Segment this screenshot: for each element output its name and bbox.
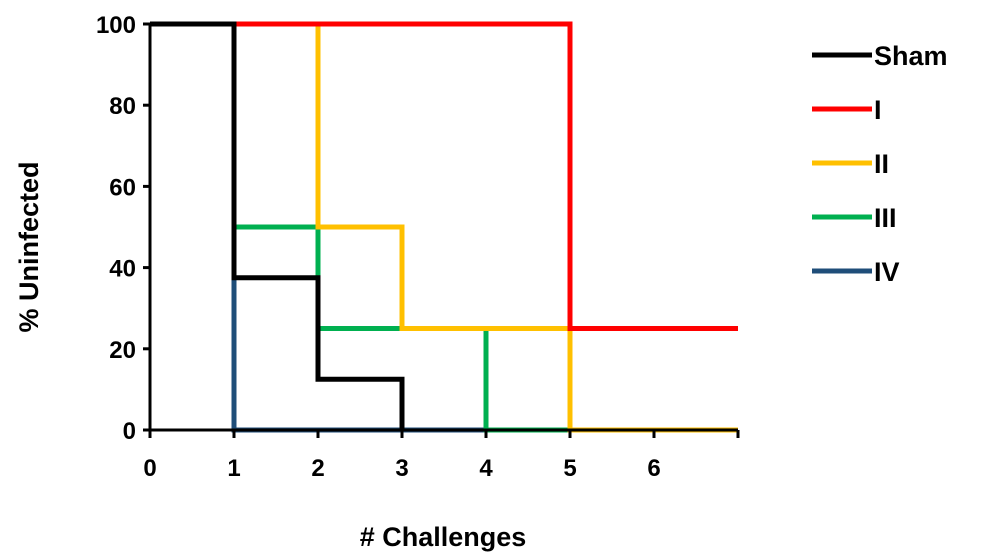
series-line-ii xyxy=(150,21,738,433)
y-tick-label: 40 xyxy=(109,256,136,283)
series-line-iii xyxy=(150,21,738,433)
legend-label-iii: III xyxy=(874,203,897,233)
y-tick-label: 0 xyxy=(123,418,136,445)
x-tick-label: 0 xyxy=(143,455,156,482)
x-axis-title: # Challenges xyxy=(360,522,527,552)
y-tick-label: 80 xyxy=(109,93,136,120)
y-tick-label: 100 xyxy=(96,12,136,39)
series-line-i xyxy=(150,21,738,331)
x-tick-label: 4 xyxy=(479,455,493,482)
labels-layer: 0 20 40 60 80 100 0 1 2 3 4 5 6 xyxy=(96,12,661,482)
legend-label-iv: IV xyxy=(874,257,900,287)
legend-label-ii: II xyxy=(874,149,889,179)
axes-layer xyxy=(143,22,740,438)
y-axis-title: % Uninfected xyxy=(14,161,44,332)
legend-label-sham: Sham xyxy=(874,41,948,71)
y-tick-label: 60 xyxy=(109,174,136,201)
x-tick-label: 5 xyxy=(563,455,576,482)
y-tick-label: 20 xyxy=(109,337,136,364)
x-tick-label: 6 xyxy=(647,455,660,482)
series-line-sham xyxy=(150,21,405,430)
x-tick-label: 2 xyxy=(311,455,324,482)
x-tick-label: 1 xyxy=(227,455,240,482)
legend-label-i: I xyxy=(874,95,882,125)
series-layer xyxy=(150,21,738,433)
x-tick-label: 3 xyxy=(395,455,408,482)
